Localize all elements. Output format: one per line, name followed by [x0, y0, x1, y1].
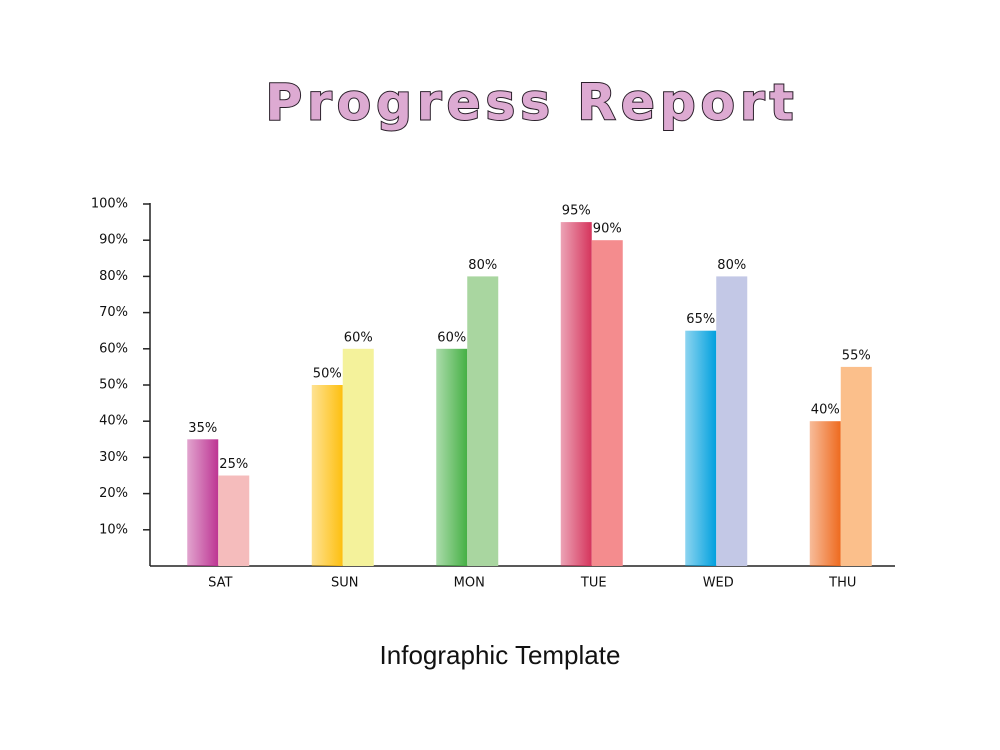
bar — [436, 348, 468, 566]
value-label: 60% — [344, 330, 373, 345]
y-tick-label: 50% — [99, 378, 128, 393]
value-label: 80% — [717, 258, 746, 273]
chart-title: Progress Report — [265, 74, 798, 132]
bar — [467, 276, 499, 566]
x-tick-label: MON — [454, 576, 485, 591]
y-tick-label: 30% — [99, 450, 128, 465]
x-tick-label: SAT — [208, 576, 232, 591]
y-tick-label: 40% — [99, 414, 128, 429]
y-tick-label: 10% — [99, 522, 128, 537]
value-label: 55% — [842, 348, 871, 363]
value-label: 60% — [437, 330, 466, 345]
y-tick-label: 90% — [99, 233, 128, 248]
x-tick-label: SUN — [331, 576, 359, 591]
y-tick-label: 100% — [91, 197, 128, 212]
value-label: 35% — [188, 421, 217, 436]
x-tick-label: TUE — [580, 576, 607, 591]
bar — [560, 222, 592, 566]
value-label: 95% — [562, 204, 591, 219]
value-label: 80% — [468, 258, 497, 273]
x-tick-label: WED — [703, 576, 734, 591]
bar — [311, 385, 343, 566]
bar — [218, 475, 250, 566]
bar — [591, 240, 623, 566]
bar — [840, 366, 872, 566]
bar — [187, 439, 219, 566]
bar — [809, 421, 841, 566]
value-label: 50% — [313, 367, 342, 382]
value-label: 65% — [686, 312, 715, 327]
y-tick-label: 60% — [99, 341, 128, 356]
bar — [685, 330, 717, 566]
value-label: 40% — [811, 403, 840, 418]
x-tick-label: THU — [828, 576, 856, 591]
bar — [342, 348, 374, 566]
value-label: 25% — [219, 457, 248, 472]
y-tick-label: 80% — [99, 269, 128, 284]
bar — [716, 276, 748, 566]
value-label: 90% — [593, 222, 622, 237]
chart-subtitle: Infographic Template — [380, 640, 621, 670]
y-tick-label: 20% — [99, 486, 128, 501]
y-tick-label: 70% — [99, 305, 128, 320]
